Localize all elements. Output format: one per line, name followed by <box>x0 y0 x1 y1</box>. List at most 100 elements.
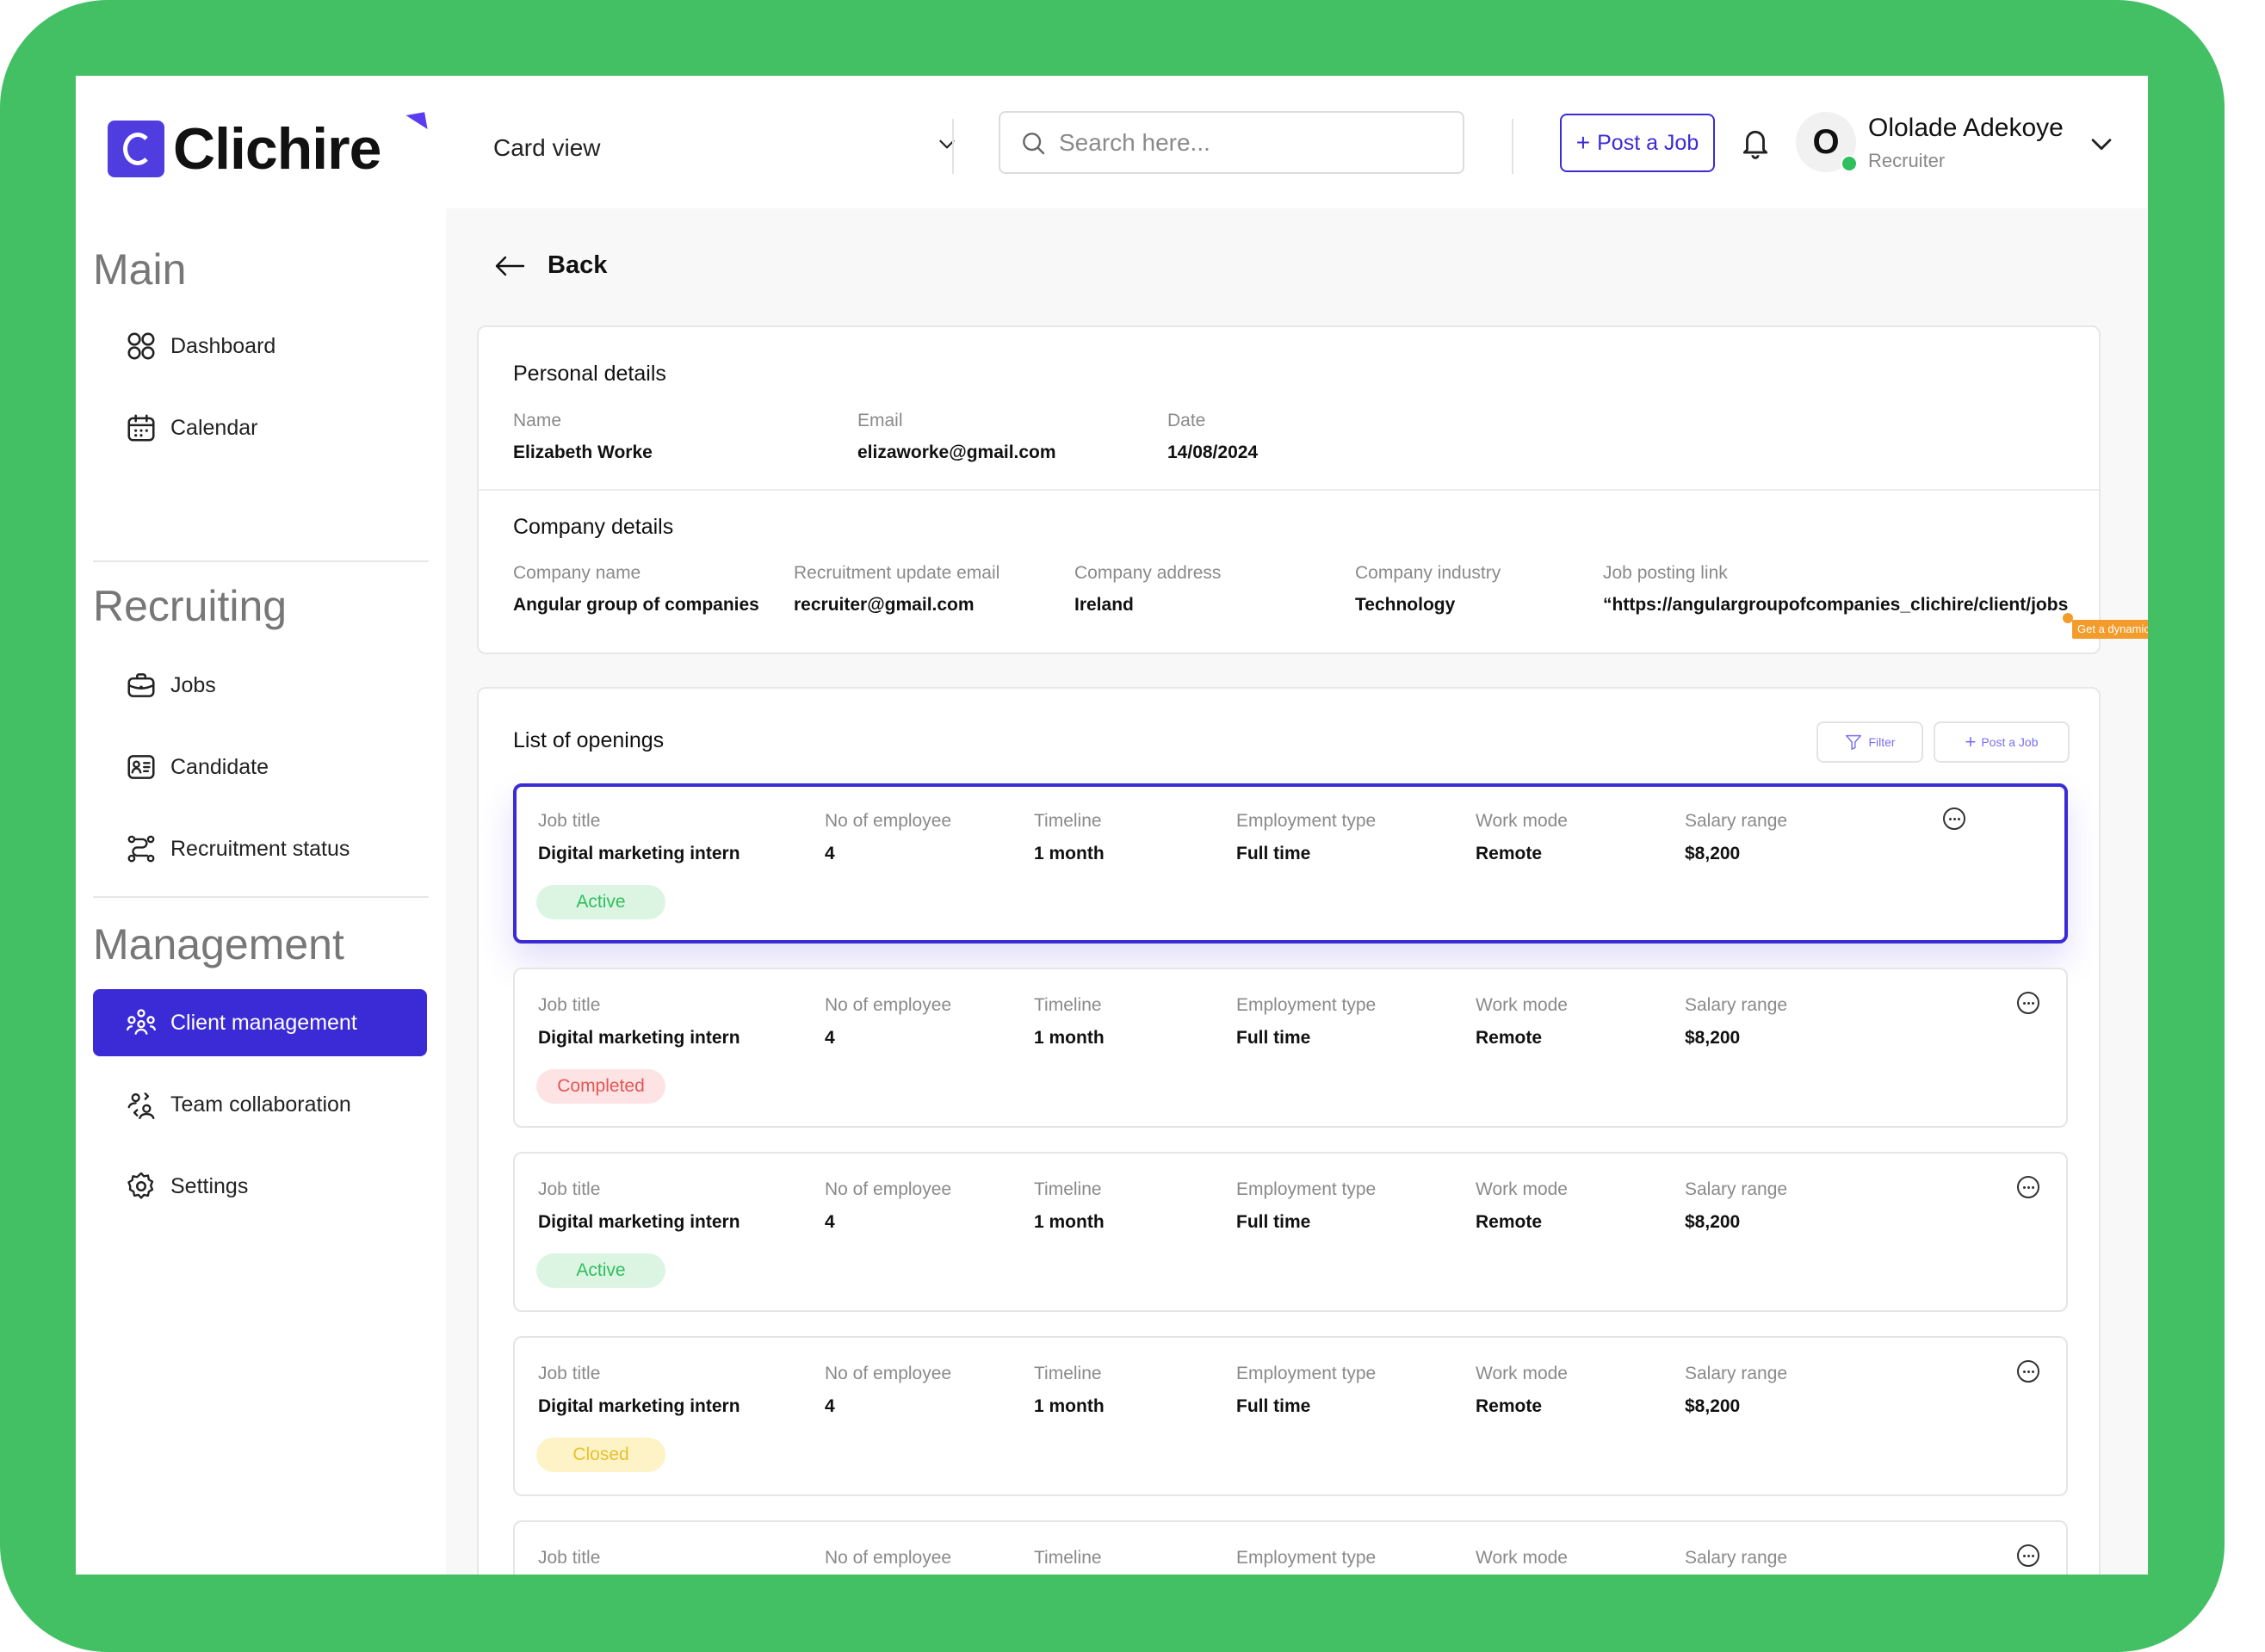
post-job-button[interactable]: + Post a Job <box>1560 114 1715 172</box>
tooltip-pin-icon <box>2063 613 2073 623</box>
job-column-value: Remote <box>1476 844 1543 863</box>
sidebar-divider <box>93 560 429 562</box>
job-column-value: $8,200 <box>1685 844 1741 863</box>
sidebar-item-label: Recruitment status <box>170 836 350 861</box>
arrow-left-icon <box>495 256 525 275</box>
sidebar-item-label: Candidate <box>170 754 269 779</box>
job-posting-link[interactable]: “https://angulargroupofcompanies_clichir… <box>1603 595 2069 615</box>
job-link-tooltip: Get a dynamic job posting link for every… <box>2072 620 2148 639</box>
job-card[interactable]: Job title Digital marketing intern No of e… <box>513 1152 2068 1312</box>
job-column-value: 1 month <box>1034 1396 1105 1416</box>
field-label: Name <box>513 411 562 430</box>
logo-mark-icon <box>108 121 164 177</box>
job-column-label: Employment type <box>1236 1364 1377 1383</box>
sidebar-item-client-management[interactable]: Client management <box>93 989 427 1056</box>
logo-flag-icon <box>405 112 428 133</box>
job-column-label: Salary range <box>1685 1179 1788 1199</box>
app-screen: Clichire Card view + Post a Job O Ololad… <box>76 76 2148 1575</box>
sidebar-item-label: Jobs <box>170 672 216 697</box>
more-options-icon[interactable] <box>2017 992 2039 1014</box>
view-mode-select[interactable]: Card view <box>493 129 958 167</box>
avatar[interactable]: O <box>1796 112 1856 172</box>
post-job-small-button[interactable]: + Post a Job <box>1934 721 2070 763</box>
job-column-value: Digital marketing intern <box>538 1396 740 1416</box>
sidebar-item-recruitment-status[interactable]: Recruitment status <box>93 815 427 882</box>
sidebar-item-dashboard[interactable]: Dashboard <box>93 312 427 380</box>
job-column-value: Digital marketing intern <box>538 1212 740 1232</box>
recruitment-email-value: recruiter@gmail.com <box>794 595 975 615</box>
job-column-value: 4 <box>825 1396 835 1416</box>
brand-logo[interactable]: Clichire <box>108 112 428 183</box>
back-button[interactable]: Back <box>494 251 607 280</box>
field-label: Date <box>1167 411 1206 430</box>
search-box[interactable] <box>999 111 1464 174</box>
job-column-label: Job title <box>538 1548 601 1568</box>
sidebar: Main Dashboard Calendar Recruiting Jobs <box>76 208 446 1575</box>
more-options-icon[interactable] <box>2017 1360 2039 1383</box>
job-column-value: $8,200 <box>1685 1212 1741 1232</box>
sidebar-item-label: Team collaboration <box>170 1092 351 1117</box>
more-options-icon[interactable] <box>1943 807 1965 830</box>
job-column-value: Remote <box>1476 1212 1543 1232</box>
job-column-label: Work mode <box>1476 1179 1568 1199</box>
job-column-label: No of employee <box>825 1179 952 1199</box>
job-card[interactable]: Job title Digital marketing intern No of e… <box>513 1336 2068 1496</box>
job-column-label: No of employee <box>825 1548 952 1568</box>
sidebar-item-candidate[interactable]: Candidate <box>93 733 427 801</box>
sidebar-item-label: Settings <box>170 1173 249 1198</box>
company-industry-value: Technology <box>1355 595 1456 615</box>
job-column-label: Employment type <box>1236 995 1377 1015</box>
job-column-value: Full time <box>1236 844 1311 863</box>
more-options-icon[interactable] <box>2017 1176 2039 1198</box>
client-details-card: Personal details Name Elizabeth Worke Em… <box>477 325 2101 654</box>
header-divider <box>1512 119 1513 174</box>
job-column-label: Timeline <box>1034 1548 1102 1568</box>
job-column-label: Work mode <box>1476 995 1568 1015</box>
field-label: Company address <box>1074 563 1222 583</box>
section-title-management: Management <box>93 920 344 968</box>
openings-title: List of openings <box>513 728 665 752</box>
job-column-label: Timeline <box>1034 1364 1102 1383</box>
sidebar-item-calendar[interactable]: Calendar <box>93 394 427 461</box>
section-divider <box>479 489 2099 491</box>
company-address-value: Ireland <box>1074 595 1134 615</box>
job-column-label: Salary range <box>1685 1548 1788 1568</box>
sidebar-item-jobs[interactable]: Jobs <box>93 652 427 719</box>
field-label: Company industry <box>1355 563 1501 583</box>
job-column-label: Job title <box>538 811 601 831</box>
job-column-value: 4 <box>825 844 835 863</box>
status-badge: Active <box>536 1253 665 1288</box>
more-options-icon[interactable] <box>2017 1544 2039 1567</box>
job-column-label: Salary range <box>1685 1364 1788 1383</box>
status-badge: Completed <box>536 1069 665 1104</box>
post-job-label: Post a Job <box>1597 130 1699 155</box>
plus-icon: + <box>1965 731 1977 752</box>
field-label: Recruitment update email <box>794 563 1000 583</box>
job-card[interactable]: Job title Digital marketing intern No of e… <box>513 968 2068 1128</box>
chevron-down-icon[interactable] <box>2087 129 2116 158</box>
sidebar-item-team-collaboration[interactable]: Team collaboration <box>93 1071 427 1138</box>
job-column-value: 1 month <box>1034 844 1105 863</box>
top-bar: Clichire Card view + Post a Job O Ololad… <box>76 76 2148 208</box>
filter-label: Filter <box>1868 735 1896 749</box>
email-value: elizaworke@gmail.com <box>857 442 1056 462</box>
plus-icon: + <box>1575 129 1591 156</box>
search-icon <box>1023 132 1045 154</box>
job-column-value: 1 month <box>1034 1028 1105 1048</box>
briefcase-icon <box>124 668 158 702</box>
sidebar-item-label: Calendar <box>170 415 258 440</box>
openings-card: List of openings Filter + Post a Job Job… <box>477 687 2101 1575</box>
job-card[interactable]: Job title Digital marketing intern No of e… <box>513 783 2068 944</box>
section-title-main: Main <box>93 245 187 294</box>
job-column-label: Employment type <box>1236 1179 1377 1199</box>
job-column-label: No of employee <box>825 1364 952 1383</box>
filter-button[interactable]: Filter <box>1816 721 1923 763</box>
search-input[interactable] <box>1057 127 1422 158</box>
job-column-label: Timeline <box>1034 811 1102 831</box>
job-column-label: Job title <box>538 1364 601 1383</box>
sidebar-item-settings[interactable]: Settings <box>93 1153 427 1220</box>
job-column-value: Remote <box>1476 1028 1543 1048</box>
job-card[interactable]: Job title No of employee Timeline Employmen… <box>513 1520 2068 1575</box>
job-column-value: Full time <box>1236 1028 1311 1048</box>
bell-icon[interactable] <box>1739 125 1772 161</box>
